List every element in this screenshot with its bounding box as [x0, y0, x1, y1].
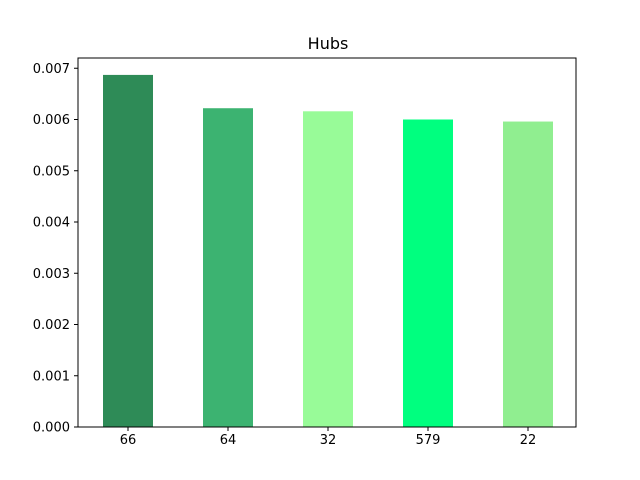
y-axis: 0.000 0.001 0.002 0.003 0.004 0.005 0.006 0.007 — [33, 62, 78, 436]
y-tick-label: 0.000 — [33, 421, 70, 436]
x-tick-label: 32 — [320, 433, 337, 448]
y-tick-label: 0.007 — [33, 62, 70, 77]
bar-579 — [403, 119, 453, 427]
y-tick-label: 0.004 — [33, 216, 70, 231]
x-tick-label: 579 — [416, 433, 441, 448]
y-tick-label: 0.003 — [33, 267, 70, 282]
y-tick-label: 0.002 — [33, 318, 70, 333]
bar-32 — [303, 111, 353, 428]
y-tick-label: 0.001 — [33, 369, 70, 384]
x-tick-label: 66 — [120, 433, 137, 448]
plot-frame — [77, 57, 577, 428]
x-tick-label: 22 — [520, 433, 537, 448]
x-tick-label: 64 — [220, 433, 237, 448]
y-tick-label: 0.006 — [33, 113, 70, 128]
bar-22 — [503, 121, 553, 428]
bar-64 — [203, 108, 253, 427]
chart-title: Hubs — [308, 34, 349, 53]
y-tick-label: 0.005 — [33, 164, 70, 179]
bars-group — [103, 74, 553, 428]
bar-66 — [103, 74, 153, 427]
x-axis: 66 64 32 579 22 — [120, 427, 537, 448]
